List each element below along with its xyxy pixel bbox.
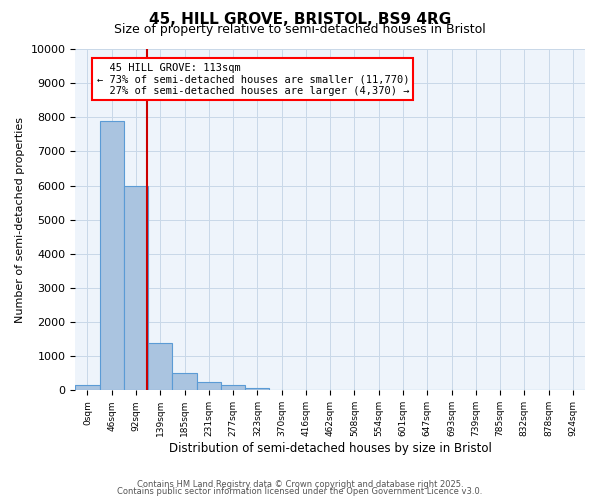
X-axis label: Distribution of semi-detached houses by size in Bristol: Distribution of semi-detached houses by …	[169, 442, 491, 455]
Bar	[245, 388, 269, 390]
Bar	[172, 374, 197, 390]
Bar	[100, 120, 124, 390]
Text: 45, HILL GROVE, BRISTOL, BS9 4RG: 45, HILL GROVE, BRISTOL, BS9 4RG	[149, 12, 451, 28]
Bar	[75, 385, 100, 390]
Bar	[124, 186, 148, 390]
Bar	[221, 385, 245, 390]
Bar	[197, 382, 221, 390]
Text: Contains HM Land Registry data © Crown copyright and database right 2025.: Contains HM Land Registry data © Crown c…	[137, 480, 463, 489]
Text: 45 HILL GROVE: 113sqm
← 73% of semi-detached houses are smaller (11,770)
  27% o: 45 HILL GROVE: 113sqm ← 73% of semi-deta…	[97, 62, 409, 96]
Y-axis label: Number of semi-detached properties: Number of semi-detached properties	[15, 116, 25, 322]
Text: Contains public sector information licensed under the Open Government Licence v3: Contains public sector information licen…	[118, 487, 482, 496]
Bar	[148, 342, 172, 390]
Text: Size of property relative to semi-detached houses in Bristol: Size of property relative to semi-detach…	[114, 22, 486, 36]
